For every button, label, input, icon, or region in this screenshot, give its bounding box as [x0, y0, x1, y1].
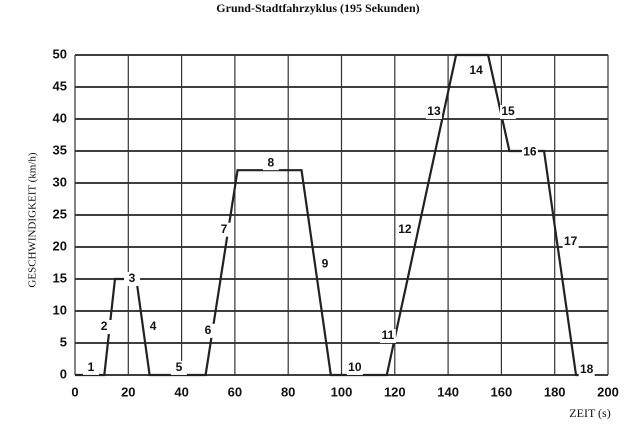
annotation-bg	[396, 222, 413, 237]
annotation-bg	[346, 360, 363, 375]
phase-label: 13	[427, 104, 441, 118]
x-tick-label: 20	[121, 384, 135, 399]
x-tick-label: 140	[437, 384, 459, 399]
annotation-bg	[124, 272, 141, 286]
annotation-bg	[562, 234, 579, 249]
phase-label: 8	[268, 155, 275, 169]
y-tick-label: 15	[53, 270, 67, 285]
phase-label: 16	[523, 144, 537, 158]
phase-label: 14	[469, 63, 483, 77]
phase-label: 9	[322, 256, 329, 270]
phase-label: 15	[501, 104, 515, 118]
y-tick-label: 10	[53, 302, 67, 317]
x-axis-label: ZEIT (s)	[569, 406, 610, 420]
x-tick-label: 160	[491, 384, 513, 399]
x-tick-label: 100	[331, 384, 353, 399]
x-tick-label: 0	[71, 384, 78, 399]
annotation-bg	[500, 104, 517, 119]
phase-label: 10	[348, 360, 362, 374]
annotation-bg	[215, 222, 232, 237]
annotation-bg	[468, 64, 485, 78]
annotation-bg	[425, 104, 442, 119]
y-tick-label: 50	[53, 46, 67, 61]
y-tick-label: 5	[60, 334, 67, 349]
annotation-bg	[170, 360, 187, 375]
y-axis-label: GESCHWINDIGKEIT (km/h)	[27, 152, 39, 287]
y-tick-label: 0	[60, 366, 67, 381]
x-tick-label: 200	[597, 384, 619, 399]
phase-label: 12	[398, 222, 412, 236]
annotation-bg	[262, 156, 279, 171]
phase-label: 3	[129, 271, 136, 285]
annotation-bg	[82, 360, 99, 375]
phase-label: 11	[382, 328, 395, 342]
x-tick-label: 80	[281, 384, 295, 399]
phase-label: 18	[580, 362, 594, 376]
y-tick-label: 30	[53, 174, 67, 189]
y-tick-label: 20	[53, 238, 67, 253]
phase-label: 6	[205, 323, 212, 337]
annotation-bg	[199, 323, 216, 338]
annotation-bg	[379, 328, 396, 343]
annotation-bg	[96, 320, 113, 334]
phase-label: 1	[88, 360, 95, 374]
phase-label: 7	[221, 222, 228, 236]
x-tick-label: 40	[174, 384, 188, 399]
y-tick-label: 45	[53, 78, 67, 93]
y-tick-label: 25	[53, 206, 67, 221]
x-tick-label: 180	[544, 384, 566, 399]
annotation-bg	[145, 320, 162, 334]
y-tick-label: 40	[53, 110, 67, 125]
phase-label: 4	[150, 319, 157, 333]
annotation-bg	[316, 257, 333, 272]
phase-label: 17	[564, 234, 578, 248]
x-tick-label: 60	[228, 384, 242, 399]
phase-label: 2	[101, 319, 108, 333]
phase-label: 5	[176, 360, 183, 374]
annotation-bg	[578, 362, 595, 377]
x-tick-label: 120	[384, 384, 406, 399]
y-tick-label: 35	[53, 142, 67, 157]
annotation-bg	[521, 145, 538, 160]
chart-title: Grund-Stadtfahrzyklus (195 Sekunden)	[216, 1, 419, 15]
